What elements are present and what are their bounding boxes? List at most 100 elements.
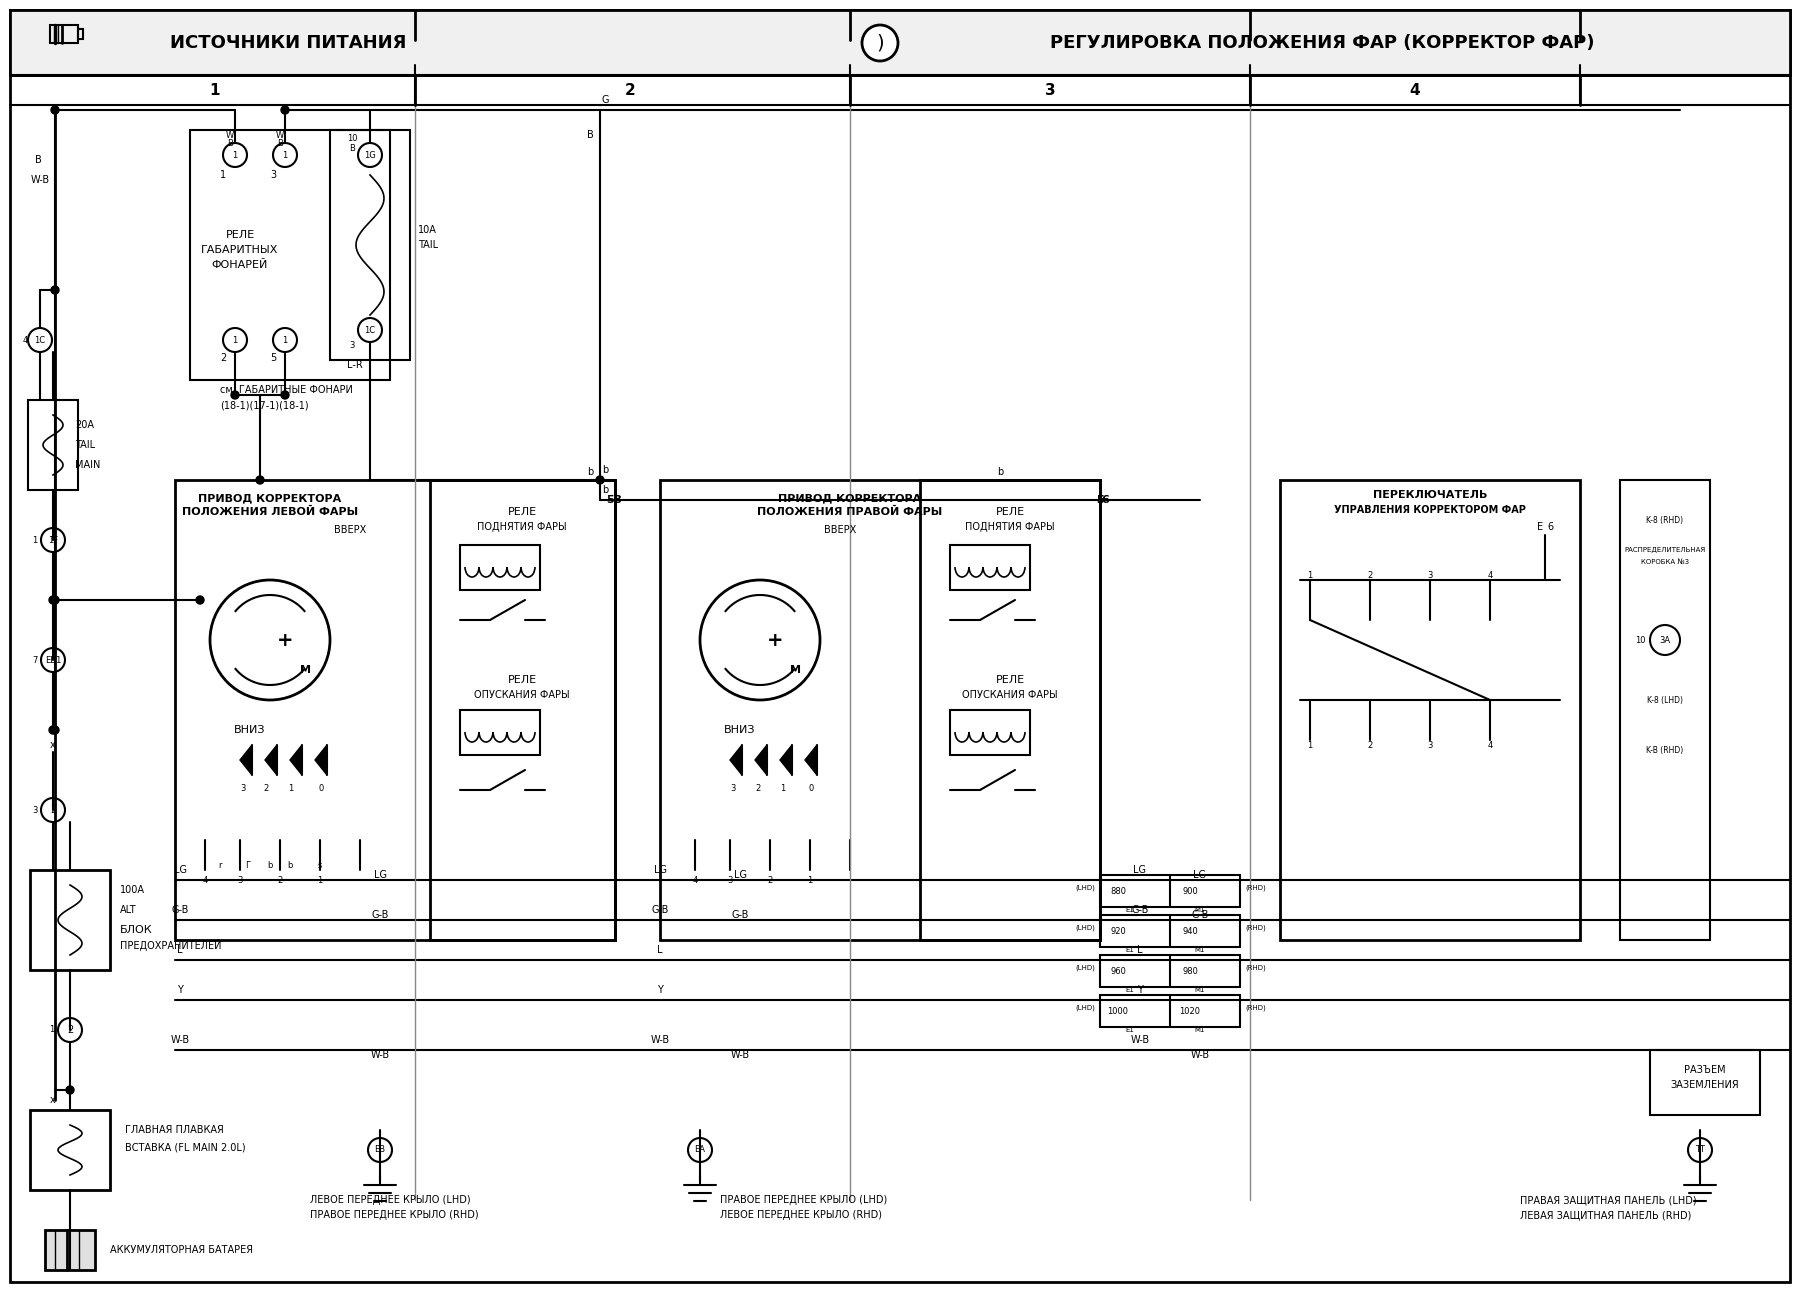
Text: 6: 6 [1546,522,1553,532]
Bar [1100,955,1240,987]
Text: ВНИЗ: ВНИЗ [724,725,756,735]
Circle shape [596,475,605,484]
Text: LG: LG [653,866,666,875]
Polygon shape [290,745,302,775]
Text: Y: Y [1138,985,1143,995]
Bar [11,10,1789,75]
Polygon shape [731,745,742,775]
Bar [661,481,1100,941]
Text: ОПУСКАНИЯ ФАРЫ: ОПУСКАНИЯ ФАРЫ [473,690,571,700]
Polygon shape [315,745,328,775]
Text: Г: Г [245,860,250,870]
Bar [1100,915,1240,947]
Text: B: B [277,138,283,147]
Text: ВВЕРХ: ВВЕРХ [333,525,365,535]
Text: 3: 3 [349,341,355,350]
Circle shape [50,106,59,114]
Circle shape [1688,1138,1712,1162]
Text: АККУМУЛЯТОРНАЯ БАТАРЕЯ: АККУМУЛЯТОРНАЯ БАТАРЕЯ [110,1245,254,1255]
Bar [329,130,410,360]
Circle shape [223,328,247,351]
Text: РЕЛЕ: РЕЛЕ [508,674,536,685]
Text: +: + [767,630,783,650]
Text: 20A: 20A [76,420,94,430]
Text: 880: 880 [1111,886,1127,895]
Text: L: L [176,944,184,955]
Circle shape [700,580,821,700]
Text: W-B: W-B [371,1050,389,1059]
Text: 4: 4 [1487,571,1492,580]
Bar [461,711,540,755]
Text: КОРОБКА №3: КОРОБКА №3 [1642,559,1688,565]
Circle shape [358,318,382,342]
Text: LG: LG [173,866,187,875]
Text: 1000: 1000 [1107,1006,1129,1016]
Bar [191,130,391,380]
Circle shape [211,580,329,700]
Text: x: x [50,740,56,749]
Text: 1: 1 [49,1026,54,1035]
Text: M1: M1 [1195,1027,1206,1034]
Text: 4: 4 [202,876,207,885]
Text: 1020: 1020 [1179,1006,1201,1016]
Text: 1: 1 [1307,740,1312,749]
Text: ИСТОЧНИКИ ПИТАНИЯ: ИСТОЧНИКИ ПИТАНИЯ [169,34,407,52]
Text: EA: EA [695,1146,706,1155]
Bar [175,481,616,941]
Text: L: L [1138,944,1143,955]
Bar [950,711,1030,755]
Text: E1: E1 [1125,1027,1134,1034]
Text: 2: 2 [277,876,283,885]
Text: s: s [319,860,322,870]
Text: 100A: 100A [121,885,146,895]
Text: W-B: W-B [171,1035,189,1045]
Circle shape [50,726,59,734]
Circle shape [41,798,65,822]
Text: 0: 0 [319,783,324,792]
Text: 1: 1 [232,336,238,345]
Circle shape [41,649,65,672]
Circle shape [58,1018,83,1043]
Circle shape [367,1138,392,1162]
Text: 2: 2 [67,1025,74,1035]
Text: B: B [34,155,41,165]
Text: ГЛАВНАЯ ПЛАВКАЯ: ГЛАВНАЯ ПЛАВКАЯ [124,1125,223,1134]
Text: b: b [288,860,293,870]
Bar [1280,481,1580,941]
Bar [45,1230,95,1270]
Text: b: b [601,465,608,475]
Text: 4: 4 [693,876,698,885]
Circle shape [230,391,239,399]
Text: b: b [268,860,272,870]
Text: 5: 5 [607,495,614,505]
Text: см. ГАБАРИТНЫЕ ФОНАРИ: см. ГАБАРИТНЫЕ ФОНАРИ [220,385,353,395]
Bar [1100,995,1240,1027]
Text: (18-1)(17-1)(18-1): (18-1)(17-1)(18-1) [220,401,308,410]
Text: G-B: G-B [1192,910,1208,920]
Text: b: b [997,466,1003,477]
Text: Y: Y [176,985,184,995]
Polygon shape [779,745,792,775]
Polygon shape [754,745,767,775]
Circle shape [688,1138,713,1162]
Circle shape [223,143,247,167]
Text: 10: 10 [347,133,356,142]
Text: 3: 3 [32,805,38,814]
Text: E: E [1537,522,1543,532]
Text: M: M [790,665,801,674]
Text: РЕЛЕ: РЕЛЕ [995,674,1024,685]
Text: x: x [50,1096,56,1105]
Text: ЛЕВОЕ ПЕРЕДНЕЕ КРЫЛО (RHD): ЛЕВОЕ ПЕРЕДНЕЕ КРЫЛО (RHD) [720,1211,882,1220]
Text: G: G [601,96,608,105]
Text: ALT: ALT [121,904,137,915]
Text: 1: 1 [317,876,322,885]
Text: ПРАВАЯ ЗАЩИТНАЯ ПАНЕЛЬ (LHD): ПРАВАЯ ЗАЩИТНАЯ ПАНЕЛЬ (LHD) [1519,1195,1697,1205]
Text: TT: TT [1696,1146,1705,1155]
Circle shape [862,25,898,61]
Text: EB1: EB1 [45,655,61,664]
Text: (LHD): (LHD) [1075,925,1094,932]
Text: M1: M1 [1195,987,1206,994]
Text: ПЕРЕКЛЮЧАТЕЛЬ: ПЕРЕКЛЮЧАТЕЛЬ [1373,490,1487,500]
Circle shape [196,596,203,603]
Text: 900: 900 [1183,886,1197,895]
